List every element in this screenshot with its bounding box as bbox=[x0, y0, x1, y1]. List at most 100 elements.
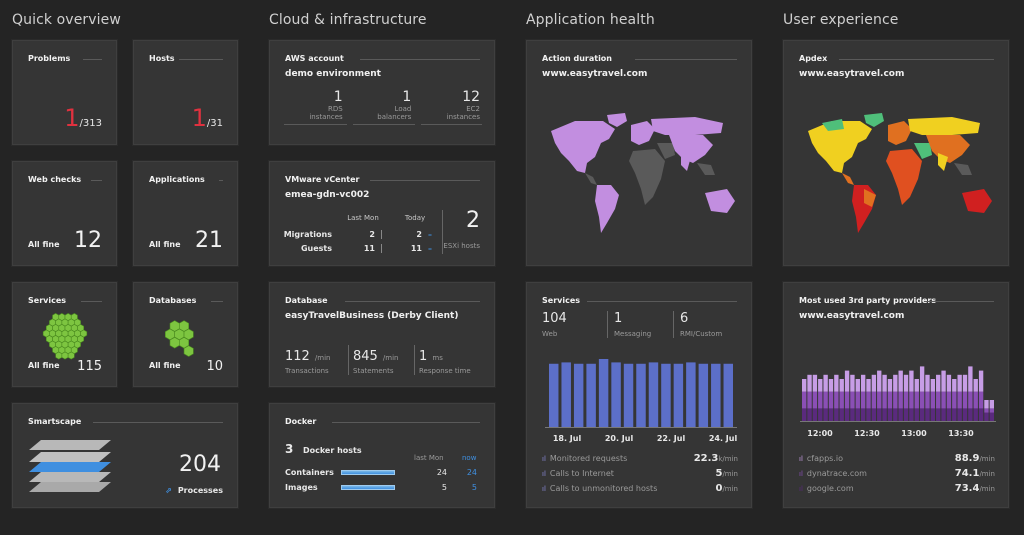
bar-segment bbox=[850, 391, 855, 409]
column-title-app-health: Application health bbox=[526, 12, 655, 28]
bar-segment bbox=[834, 408, 839, 421]
provider-value: 88.9 bbox=[954, 453, 980, 464]
bar-segment bbox=[887, 391, 893, 409]
stat-label: EC2 bbox=[466, 105, 481, 113]
action-duration-tile[interactable]: Action duration www.easytravel.com bbox=[526, 40, 752, 266]
status-text: All fine bbox=[149, 240, 181, 249]
tile-title: Database bbox=[285, 296, 328, 305]
docker-rows: Containers 24 24 Images 5 5 bbox=[285, 465, 485, 495]
bar-segment bbox=[925, 391, 930, 409]
bar-segment bbox=[828, 379, 834, 392]
row-now: 5 bbox=[471, 483, 477, 492]
bar-segment bbox=[887, 379, 893, 392]
canada-east bbox=[822, 119, 844, 131]
list-item: ıl Calls to unmonitored hosts 0/min bbox=[542, 481, 738, 496]
apdex-world-map bbox=[808, 113, 992, 233]
databases-value: 10 bbox=[206, 359, 223, 374]
bar bbox=[723, 363, 733, 427]
database-tile[interactable]: Database easyTravelBusiness (Derby Clien… bbox=[269, 282, 495, 387]
docker-tile[interactable]: Docker 3 Docker hosts last Mon now Conta… bbox=[269, 403, 495, 508]
stat-unit: /min bbox=[314, 354, 331, 362]
hosts-tile[interactable]: Hosts 1/31 bbox=[133, 40, 238, 145]
bar-segment bbox=[802, 379, 807, 392]
col-header: Last Mon bbox=[347, 214, 379, 222]
north-america bbox=[551, 121, 615, 173]
applications-value: 21 bbox=[195, 228, 223, 253]
stat-value: 12 bbox=[462, 89, 481, 105]
applications-tile[interactable]: Applications All fine 21 bbox=[133, 161, 238, 266]
bar-segment bbox=[871, 391, 877, 409]
vmware-vcenter-tile[interactable]: VMware vCenter emea-gdn-vc002 Last Mon T… bbox=[269, 161, 495, 266]
services-tile[interactable]: Services All fine 115 bbox=[12, 282, 117, 387]
bar-segment bbox=[893, 391, 898, 409]
services-chart-tile[interactable]: Services 104 Web 1 Messaging 6 RMI/Custo… bbox=[526, 282, 752, 508]
tile-subtitle: www.easytravel.com bbox=[542, 69, 648, 79]
stat-unit: /min bbox=[382, 354, 399, 362]
bar-segment bbox=[962, 391, 968, 409]
tile-title: AWS account bbox=[285, 54, 344, 63]
bar bbox=[673, 363, 684, 427]
column-title-cloud: Cloud & infrastructure bbox=[269, 12, 427, 28]
bar-segment bbox=[973, 379, 978, 392]
stat-label: RDS bbox=[327, 105, 343, 113]
bar-segment bbox=[914, 391, 919, 409]
bar-segment bbox=[844, 408, 850, 421]
provider-label: dynatrace.com bbox=[806, 469, 867, 478]
third-party-tile[interactable]: Most used 3rd party providers www.easytr… bbox=[783, 282, 1009, 508]
metric-label: Calls to unmonitored hosts bbox=[549, 484, 658, 493]
europe bbox=[631, 121, 655, 145]
bar-segment bbox=[968, 391, 973, 409]
images-bar bbox=[341, 485, 395, 490]
bar-segment bbox=[914, 408, 919, 421]
bar-segment bbox=[989, 412, 994, 421]
bar bbox=[549, 363, 559, 427]
hex-cell bbox=[55, 351, 63, 360]
x-tick-label: 12:30 bbox=[854, 429, 880, 438]
column-title-user-experience: User experience bbox=[783, 12, 899, 28]
stat-value: 112 bbox=[285, 349, 310, 364]
bar-segment bbox=[860, 391, 866, 409]
bar-segment bbox=[818, 379, 823, 392]
aws-account-tile[interactable]: AWS account demo environment 1 RDS insta… bbox=[269, 40, 495, 145]
bar-segment bbox=[930, 391, 936, 409]
central-america bbox=[842, 173, 854, 185]
bar-segment bbox=[903, 408, 909, 421]
hosts-total: /31 bbox=[206, 118, 223, 129]
bar-segment bbox=[844, 391, 850, 409]
web-checks-tile[interactable]: Web checks All fine 12 bbox=[12, 161, 117, 266]
bar-segment bbox=[903, 391, 909, 409]
bar bbox=[623, 363, 634, 427]
bar-segment bbox=[850, 374, 855, 392]
middle-east bbox=[657, 143, 675, 159]
apdex-tile[interactable]: Apdex www.easytravel.com bbox=[783, 40, 1009, 266]
metric-unit: /min bbox=[722, 484, 738, 493]
third-party-list: ıl cfapps.io 88.9/min ıl dynatrace.com 7… bbox=[799, 451, 995, 496]
metric-unit: /min bbox=[722, 469, 738, 478]
esxi-label: ESXi hosts bbox=[443, 242, 480, 250]
bar-segment bbox=[973, 408, 978, 421]
databases-tile[interactable]: Databases All fine 10 bbox=[133, 282, 238, 387]
bar-segment bbox=[968, 366, 973, 392]
bar-segment bbox=[828, 408, 834, 421]
bar-segment bbox=[855, 391, 860, 409]
se-asia bbox=[697, 163, 715, 175]
row-label: Migrations bbox=[283, 229, 332, 239]
bar-segment bbox=[866, 379, 871, 392]
processes-link[interactable]: ⇗ Processes bbox=[165, 486, 223, 495]
services-value: 115 bbox=[77, 359, 102, 374]
list-item: ıl google.com 73.4/min bbox=[799, 481, 995, 496]
metric-unit: k/min bbox=[718, 454, 738, 463]
col-header: now bbox=[462, 454, 477, 462]
aws-stat: 1 RDS instances bbox=[284, 89, 347, 125]
services-bar-chart: 18. Jul 20. Jul 22. Jul 24. Jul bbox=[545, 359, 737, 443]
bar-segment bbox=[850, 408, 855, 421]
bar bbox=[598, 359, 609, 427]
smartscape-tile[interactable]: Smartscape 204 ⇗ Processes bbox=[12, 403, 238, 508]
greenland bbox=[864, 113, 884, 127]
list-item: ıl cfapps.io 88.9/min bbox=[799, 451, 995, 466]
problems-tile[interactable]: Problems 1/313 bbox=[12, 40, 117, 145]
smartscape-layers-icon bbox=[29, 440, 111, 492]
stat-label: Web bbox=[542, 330, 558, 338]
row-today: 11 bbox=[410, 243, 422, 253]
esxi-value: 2 bbox=[466, 208, 480, 233]
